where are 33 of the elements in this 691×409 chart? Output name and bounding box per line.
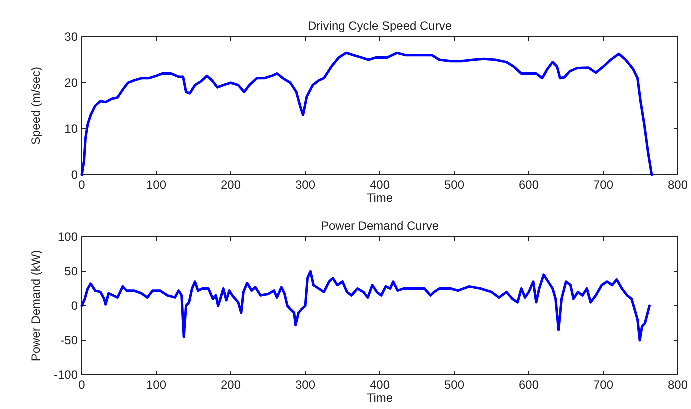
chart-title: Driving Cycle Speed Curve (308, 19, 452, 33)
y-tick-label: 50 (64, 264, 78, 278)
x-tick-label: 600 (518, 378, 540, 392)
x-tick-label: 800 (668, 378, 688, 392)
y-tick-label: 100 (58, 230, 78, 244)
line-series (80, 52, 654, 176)
line-series (80, 270, 651, 342)
y-tick-label: 10 (64, 122, 78, 136)
x-tick-label: 700 (593, 178, 614, 192)
x-tick-label: 800 (668, 178, 688, 192)
x-tick-label: 300 (295, 178, 316, 192)
y-tick-label: 20 (64, 76, 78, 90)
x-tick-label: 500 (444, 178, 465, 192)
x-tick-label: 200 (220, 378, 242, 392)
y-tick-label: -50 (60, 334, 78, 348)
y-tick-label: 30 (64, 30, 78, 44)
chart-title: Power Demand Curve (320, 219, 440, 233)
x-tick-label: 100 (146, 378, 167, 392)
y-tick-label: -100 (54, 368, 78, 382)
y-axis-title: Power Demand (kW) (29, 250, 43, 362)
x-tick-label: 300 (295, 378, 316, 392)
x-tick-label: 400 (370, 378, 390, 392)
x-tick-label: 400 (370, 178, 390, 192)
y-axis-title: Speed (m/sec) (29, 66, 43, 146)
x-tick-label: 100 (146, 178, 167, 192)
x-tick-label: 700 (593, 378, 614, 392)
x-tick-label: 600 (518, 178, 540, 192)
y-tick-label: 0 (71, 299, 78, 313)
x-axis-title: Time (366, 391, 394, 405)
x-axis-title: Time (366, 191, 394, 205)
x-tick-label: 500 (444, 378, 465, 392)
y-tick-label: 0 (71, 168, 78, 182)
x-tick-label: 200 (220, 178, 242, 192)
